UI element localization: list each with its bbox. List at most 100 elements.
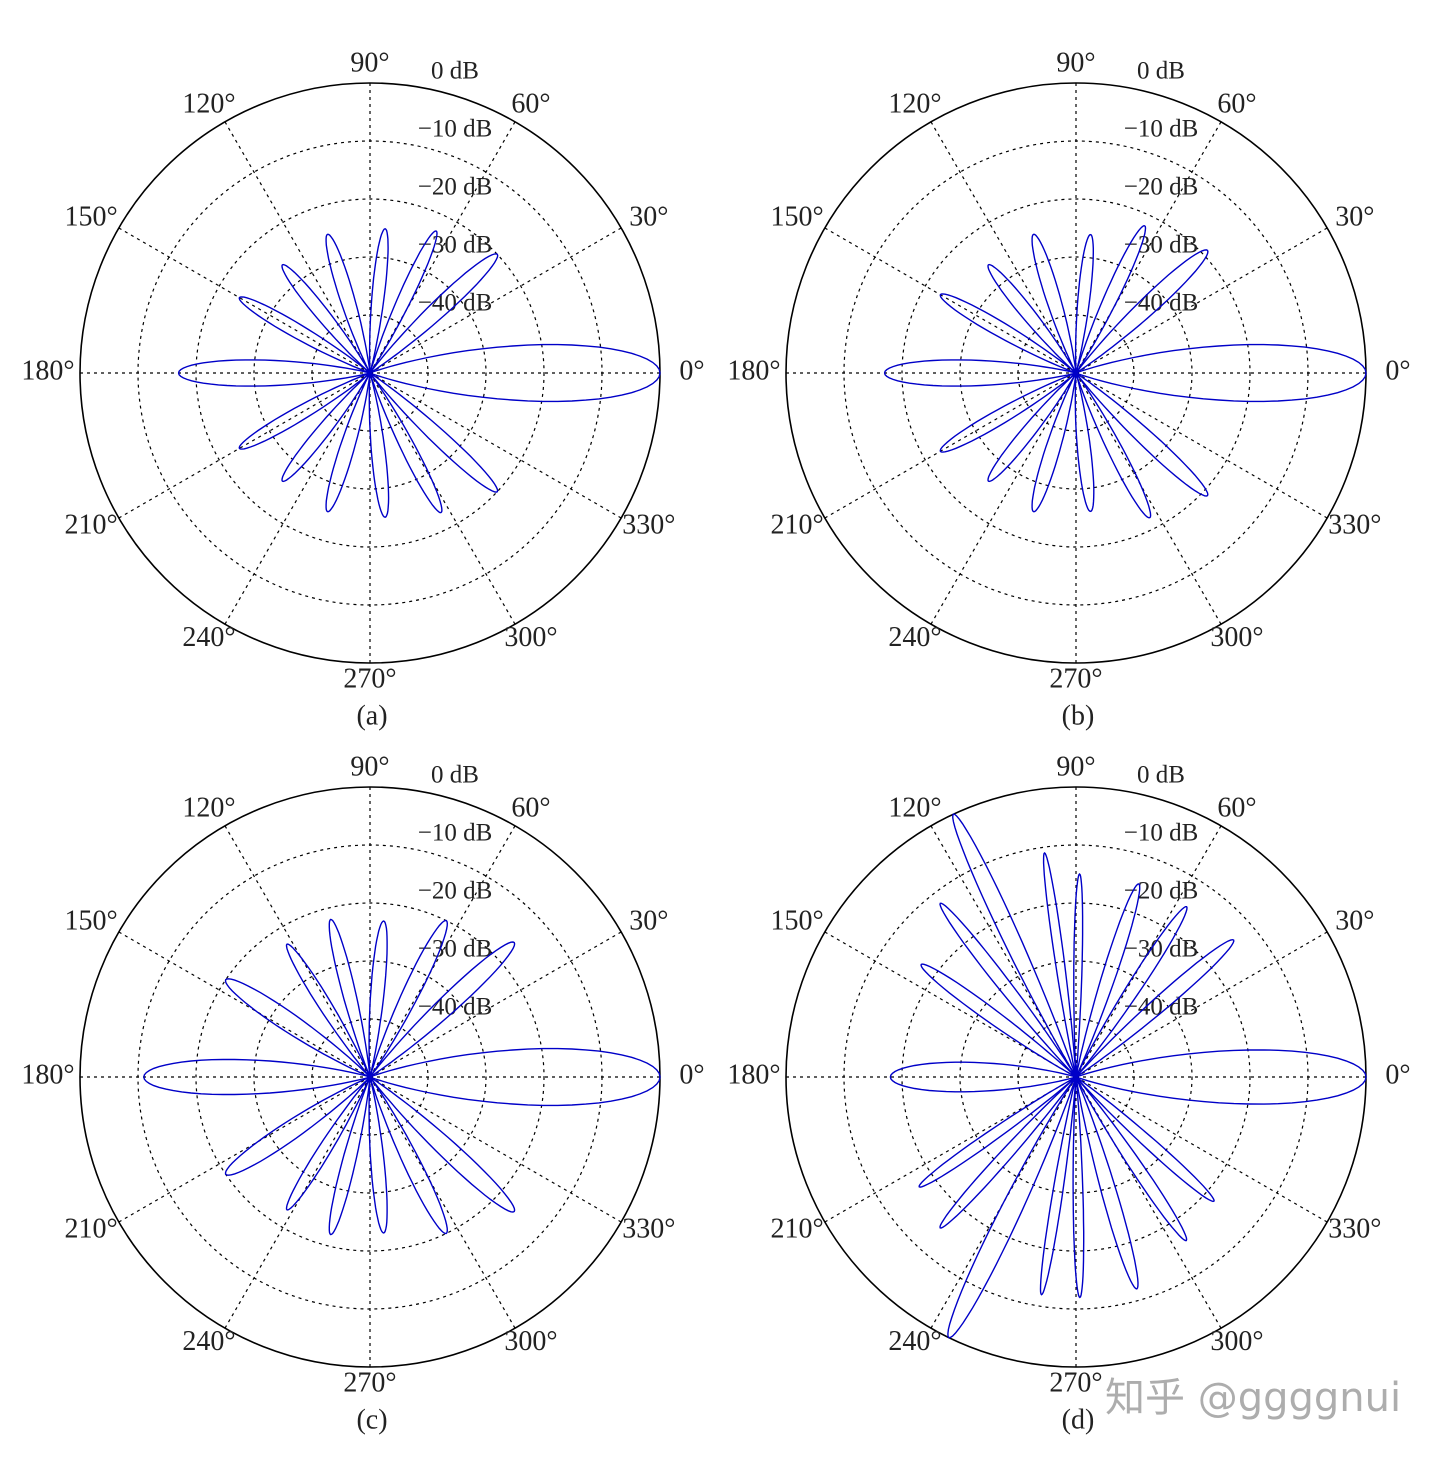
angle-label: 240° (182, 622, 235, 653)
lobe (939, 293, 1077, 374)
angle-label: 300° (504, 622, 557, 653)
angle-label: 210° (771, 509, 824, 540)
lobe (1073, 872, 1084, 1078)
grid-spoke (824, 372, 1077, 519)
lobe (369, 1047, 661, 1107)
angle-label: 240° (888, 622, 941, 653)
lobe (1074, 233, 1094, 374)
grid-spoke (369, 372, 516, 625)
subplot-label: (d) (1062, 1404, 1095, 1435)
angle-label: 150° (65, 905, 118, 936)
grid-spoke (1075, 1076, 1328, 1223)
angle-label: 60° (1217, 89, 1256, 120)
grid-spoke (118, 372, 371, 519)
radial-label: 0 dB (1137, 762, 1185, 789)
radial-label: −30 dB (418, 936, 493, 963)
angle-label: 120° (888, 793, 941, 824)
angle-label: 210° (65, 1213, 118, 1244)
lobe (325, 233, 371, 374)
angle-label: 90° (350, 751, 389, 782)
grid-spoke (224, 372, 371, 625)
lobe (952, 813, 1077, 1078)
grid-spoke (824, 227, 1077, 374)
angle-label: 180° (21, 355, 74, 386)
angle-label: 210° (65, 509, 118, 540)
angle-label: 150° (65, 201, 118, 232)
lobe (369, 253, 499, 374)
lobe (1031, 372, 1077, 513)
grid-spoke (930, 372, 1077, 625)
lobe (369, 919, 449, 1078)
radial-label: −10 dB (418, 820, 493, 847)
angle-label: 330° (1328, 1213, 1381, 1244)
grid-ring (253, 256, 487, 490)
angle-label: 120° (888, 89, 941, 120)
lobe (883, 359, 1077, 387)
grid-spoke (369, 372, 622, 519)
angle-label: 240° (182, 1326, 235, 1357)
angle-label: 300° (1210, 1326, 1263, 1357)
grid-spoke (369, 1076, 516, 1329)
angle-label: 330° (622, 1213, 675, 1244)
angle-label: 270° (343, 1367, 396, 1398)
angle-label: 330° (1328, 509, 1381, 540)
radial-label: 0 dB (431, 58, 479, 85)
grid-spoke (1075, 372, 1222, 625)
angle-label: 0° (1385, 355, 1410, 386)
lobe (918, 1076, 1077, 1188)
lobe (1075, 1049, 1367, 1105)
angle-label: 270° (1049, 1367, 1102, 1398)
grid-spoke (930, 121, 1077, 374)
lobe (1072, 1076, 1085, 1299)
grid-spoke (369, 931, 622, 1078)
grid-spoke (118, 227, 371, 374)
angle-label: 270° (1049, 663, 1102, 694)
angle-label: 180° (727, 1059, 780, 1090)
radial-label: 0 dB (431, 762, 479, 789)
lobe (939, 372, 1077, 453)
angle-label: 90° (1056, 47, 1095, 78)
angle-label: 30° (1335, 201, 1374, 232)
angle-label: 150° (771, 201, 824, 232)
lobe (328, 1076, 371, 1236)
radial-label: −10 dB (1124, 116, 1199, 143)
radial-label: −40 dB (1124, 290, 1199, 317)
lobe (281, 263, 371, 374)
grid-ring (253, 960, 487, 1194)
lobe (368, 228, 389, 374)
angle-label: 30° (1335, 905, 1374, 936)
angle-label: 120° (182, 793, 235, 824)
angle-label: 240° (888, 1326, 941, 1357)
angle-label: 0° (1385, 1059, 1410, 1090)
radial-label: −30 dB (1124, 232, 1199, 259)
subplot-label: (c) (356, 1404, 387, 1435)
lobe (1075, 938, 1235, 1078)
lobe (987, 372, 1077, 483)
angle-label: 180° (727, 355, 780, 386)
lobe (369, 343, 661, 403)
angle-label: 90° (350, 47, 389, 78)
radial-label: 0 dB (1137, 58, 1185, 85)
grid-spoke (1075, 227, 1328, 374)
lobe (325, 372, 371, 513)
lobe (143, 1058, 371, 1096)
lobe (369, 1076, 449, 1235)
grid-ring (901, 198, 1251, 548)
radial-label: −40 dB (418, 290, 493, 317)
radial-label: −30 dB (418, 232, 493, 259)
radial-label: −20 dB (1124, 174, 1199, 201)
radial-label: −10 dB (1124, 820, 1199, 847)
lobe (1075, 372, 1152, 519)
lobe (1075, 1076, 1139, 1290)
angle-label: 150° (771, 905, 824, 936)
radial-label: −20 dB (1124, 878, 1199, 905)
lobe (987, 263, 1077, 374)
angle-label: 120° (182, 89, 235, 120)
lobe (224, 1076, 371, 1176)
grid-spoke (369, 1076, 622, 1223)
lobe (1075, 225, 1147, 374)
angle-label: 210° (771, 1213, 824, 1244)
angle-label: 30° (629, 201, 668, 232)
watermark: 知乎 @ggggnui (1105, 1375, 1401, 1421)
angle-label: 0° (679, 355, 704, 386)
